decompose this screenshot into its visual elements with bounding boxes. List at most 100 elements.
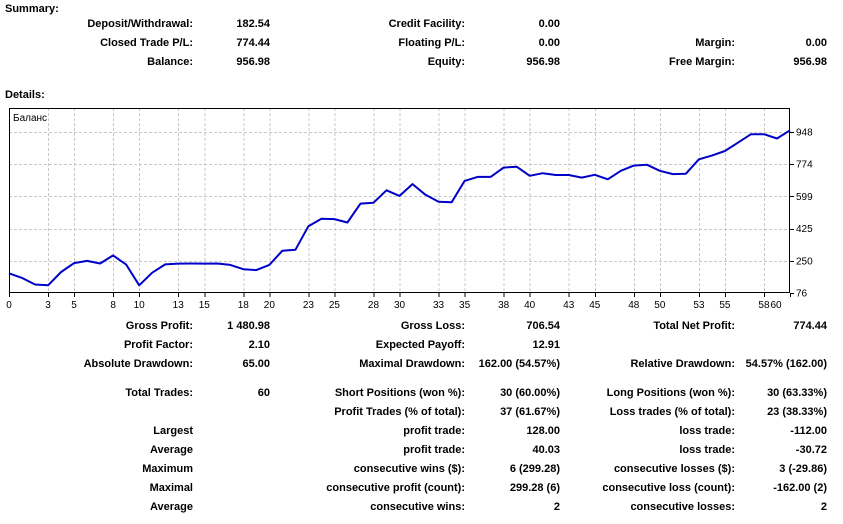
field-value xyxy=(193,421,270,440)
field-label: loss trade: xyxy=(679,443,735,456)
details-row: Average consecutive wins: 2 consecutive … xyxy=(0,497,843,516)
field-label: Profit Trades (% of total): xyxy=(334,405,465,418)
x-tick-label: 55 xyxy=(719,300,731,311)
summary-heading: Summary: xyxy=(5,3,59,15)
field-label: Maximal Drawdown: xyxy=(359,357,465,370)
details-row: Gross Profit: 1 480.98 Gross Loss: 706.5… xyxy=(0,316,843,335)
field-value: 30 (63.33%) xyxy=(767,386,827,399)
field-value xyxy=(735,14,827,33)
field-value: 956.98 xyxy=(793,55,827,68)
field-label: Maximal xyxy=(149,481,193,494)
field-label: Margin: xyxy=(695,36,735,49)
field-value: 162.00 (54.57%) xyxy=(478,357,560,370)
field-label: consecutive losses: xyxy=(630,500,735,513)
field-value: 12.91 xyxy=(532,338,560,351)
field-label: Free Margin: xyxy=(668,55,735,68)
field-label: Closed Trade P/L: xyxy=(100,36,193,49)
x-tick-label: 23 xyxy=(303,300,315,311)
field-value: 40.03 xyxy=(532,443,560,456)
field-value: -162.00 (2) xyxy=(773,481,827,494)
x-tick-label: 0 xyxy=(6,300,12,311)
field-label: Credit Facility: xyxy=(388,17,465,30)
field-label: consecutive loss (count): xyxy=(602,481,735,494)
x-tick-label: 20 xyxy=(264,300,276,311)
field-value: 0.00 xyxy=(805,36,827,49)
field-value: 6 (299.28) xyxy=(509,462,560,475)
chart-legend: Баланс xyxy=(13,113,47,124)
field-value: 30 (60.00%) xyxy=(500,386,560,399)
details-row: Total Trades: 60 Short Positions (won %)… xyxy=(0,383,843,402)
x-tick-label: 40 xyxy=(524,300,536,311)
field-value: 37 (61.67%) xyxy=(500,405,560,418)
y-tick-label: 948 xyxy=(796,128,813,139)
field-label: Gross Loss: xyxy=(400,319,465,332)
x-tick-label: 60 xyxy=(770,300,782,311)
details-row: Maximal consecutive profit (count): 299.… xyxy=(0,478,843,497)
balance-chart-svg: 0 3 5 8 10 13 15 18 20 23 25 28 30 33 35 38 40 43 45 48 50 53… xyxy=(6,108,813,311)
field-label: Loss trades (% of total): xyxy=(609,405,735,418)
field-value: 60 xyxy=(257,386,270,399)
details-row: Average profit trade: 40.03 loss trade: … xyxy=(0,440,843,459)
details-section: Gross Profit: 1 480.98 Gross Loss: 706.5… xyxy=(0,316,843,516)
field-label: Gross Profit: xyxy=(125,319,193,332)
plot-border xyxy=(9,108,790,293)
y-tick-label: 599 xyxy=(796,192,813,203)
x-tick-label: 43 xyxy=(563,300,575,311)
field-label: Long Positions (won %): xyxy=(606,386,735,399)
details-row: Profit Factor: 2.10 Expected Payoff: 12.… xyxy=(0,335,843,354)
field-value: 3 (-29.86) xyxy=(779,462,827,475)
details-row: Largest profit trade: 128.00 loss trade:… xyxy=(0,421,843,440)
x-tick-label: 28 xyxy=(368,300,380,311)
field-value: 774.44 xyxy=(793,319,827,332)
field-value xyxy=(193,478,270,497)
field-label: Average xyxy=(149,500,193,513)
x-tick-label: 53 xyxy=(693,300,705,311)
field-value: 706.54 xyxy=(526,319,560,332)
field-label: Profit Factor: xyxy=(123,338,193,351)
field-label: profit trade: xyxy=(403,443,465,456)
field-label: Relative Drawdown: xyxy=(630,357,735,370)
y-tick-label: 425 xyxy=(796,224,813,235)
field-label: Equity: xyxy=(427,55,465,68)
field-value xyxy=(735,335,827,354)
field-label: Total Trades: xyxy=(125,386,193,399)
field-label: Balance: xyxy=(147,55,193,68)
field-value: 182.54 xyxy=(236,17,270,30)
field-label xyxy=(560,14,735,33)
field-value: 65.00 xyxy=(242,357,270,370)
field-label: Short Positions (won %): xyxy=(334,386,465,399)
details-row: Absolute Drawdown: 65.00 Maximal Drawdow… xyxy=(0,354,843,373)
x-tick-label: 25 xyxy=(329,300,341,311)
field-label: consecutive losses ($): xyxy=(613,462,735,475)
field-label: Average xyxy=(149,443,193,456)
field-label: Maximum xyxy=(142,462,193,475)
field-label: consecutive wins: xyxy=(370,500,465,513)
x-tick-label: 50 xyxy=(654,300,666,311)
field-label: Absolute Drawdown: xyxy=(83,357,193,370)
x-tick-label: 18 xyxy=(238,300,250,311)
field-value xyxy=(193,497,270,516)
x-tick-label: 58 xyxy=(758,300,770,311)
field-value: 956.98 xyxy=(526,55,560,68)
x-tick-label: 35 xyxy=(459,300,471,311)
field-value: 23 (38.33%) xyxy=(767,405,827,418)
field-label: Floating P/L: xyxy=(398,36,465,49)
field-value: 1 480.98 xyxy=(227,319,270,332)
field-value: 0.00 xyxy=(538,36,560,49)
field-value: -30.72 xyxy=(795,443,827,456)
field-value: 0.00 xyxy=(538,17,560,30)
balance-chart: 0 3 5 8 10 13 15 18 20 23 25 28 30 33 35 38 40 43 45 48 50 53… xyxy=(0,104,843,316)
x-tick-label: 30 xyxy=(394,300,406,311)
field-value xyxy=(193,459,270,478)
details-heading: Details: xyxy=(5,89,45,101)
y-tick-label: 76 xyxy=(796,289,808,300)
field-value: -112.00 xyxy=(790,424,827,437)
field-label: profit trade: xyxy=(403,424,465,437)
field-label: consecutive profit (count): xyxy=(326,481,465,494)
y-tick-label: 250 xyxy=(796,256,813,267)
x-tick-label: 10 xyxy=(134,300,146,311)
summary-row: Balance: 956.98 Equity: 956.98 Free Marg… xyxy=(0,52,843,71)
field-label xyxy=(560,335,735,354)
summary-row: Closed Trade P/L: 774.44 Floating P/L: 0… xyxy=(0,33,843,52)
